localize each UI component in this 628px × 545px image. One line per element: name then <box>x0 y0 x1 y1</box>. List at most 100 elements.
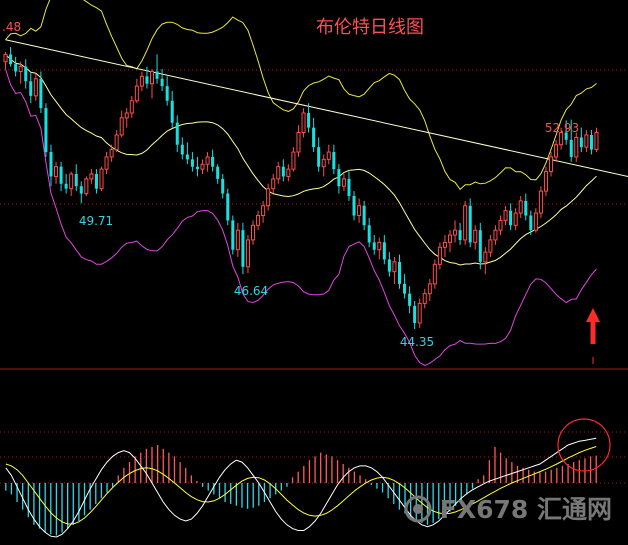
candle-body-up <box>594 132 599 151</box>
up-arrow-icon <box>586 308 600 364</box>
candle-body-down <box>337 169 341 187</box>
candle-body-down <box>79 186 83 194</box>
annotation-top-left: .48 <box>2 20 21 34</box>
candle-body-down <box>160 78 164 87</box>
candle-body-up <box>392 261 397 273</box>
candle-body-up <box>493 229 498 241</box>
macd-dea-line <box>5 446 597 525</box>
watermark-text: FX678 汇通网 <box>440 495 612 524</box>
candle-body-up <box>432 263 437 285</box>
candle-body-down <box>413 305 417 323</box>
candle-body-down <box>74 174 78 187</box>
candle-body-down <box>382 242 386 260</box>
candle-body-up <box>422 293 427 304</box>
candle-body-up <box>149 70 155 85</box>
middle-band-line <box>5 54 597 266</box>
candle-body-down <box>332 152 336 170</box>
candlestick-series <box>3 47 599 330</box>
candle-body-up <box>251 224 256 241</box>
candle-body-up <box>533 212 538 231</box>
candle-body-up <box>256 215 261 226</box>
candle-body-down <box>216 166 220 179</box>
bollinger-bands <box>5 0 628 366</box>
candle-body-down <box>29 81 33 96</box>
candle-body-up <box>442 241 447 248</box>
candle-body-down <box>170 100 174 123</box>
candle-body-up <box>427 283 432 295</box>
candle-body-up <box>99 168 104 190</box>
candle-body-down <box>211 156 215 167</box>
candle-body-up <box>417 302 422 324</box>
candle-body-up <box>139 75 144 87</box>
candle-body-down <box>185 154 189 160</box>
candle-body-down <box>231 220 235 250</box>
candle-body-up <box>559 132 564 146</box>
candle-body-up <box>291 151 296 170</box>
upper-band-line <box>5 0 597 191</box>
candle-body-down <box>221 178 225 194</box>
candle-body-down <box>387 259 391 272</box>
candle-body-up <box>200 163 205 170</box>
macd-highlight-circle <box>557 418 611 472</box>
annotation-low-49-71: 49.71 <box>79 214 113 228</box>
candle-body-up <box>33 78 38 97</box>
grid-lines <box>0 69 628 484</box>
candle-body-down <box>39 78 43 109</box>
candle-body-up <box>503 210 508 221</box>
candle-body-up <box>286 168 291 177</box>
candle-body-down <box>49 152 53 177</box>
candle-body-up <box>321 158 326 168</box>
candle-body-up <box>235 229 240 251</box>
lower-band-line <box>5 68 597 366</box>
candle-body-down <box>180 144 184 155</box>
candle-body-down <box>165 86 169 101</box>
candle-body-down <box>403 283 407 294</box>
candle-body-down <box>367 225 371 243</box>
candle-body-up <box>104 156 109 170</box>
candle-body-down <box>226 193 230 221</box>
watermark-logo-icon <box>404 495 432 523</box>
candle-body-up <box>3 53 8 63</box>
candle-body-down <box>458 230 462 240</box>
candle-body-down <box>352 195 356 216</box>
candle-body-up <box>124 112 129 119</box>
candle-body-up <box>584 134 589 148</box>
annotation-low-44-35: 44.35 <box>400 335 434 349</box>
candle-body-up <box>129 100 134 114</box>
candle-body-up <box>447 234 453 243</box>
candle-body-down <box>14 64 18 72</box>
candle-body-up <box>549 156 554 173</box>
candle-body-down <box>347 178 351 196</box>
candle-body-up <box>326 151 331 160</box>
candle-body-down <box>362 205 366 226</box>
candle-body-up <box>513 212 518 226</box>
candle-body-down <box>468 205 472 243</box>
candle-body-down <box>564 132 568 140</box>
macd-dif-line <box>5 437 597 538</box>
chart-title: 布伦特日线图 <box>316 17 424 38</box>
candle-body-down <box>241 230 245 267</box>
candle-body-down <box>569 139 573 157</box>
candle-body-up <box>276 166 281 180</box>
candle-body-up <box>271 178 276 190</box>
candle-body-down <box>509 210 513 226</box>
candle-body-down <box>281 166 285 177</box>
candle-body-up <box>119 117 124 136</box>
candle-body-up <box>554 144 559 158</box>
candle-body-up <box>488 239 493 253</box>
candle-body-down <box>155 71 159 79</box>
candle-body-down <box>317 147 321 167</box>
descending-trendline <box>5 39 628 177</box>
candle-body-up <box>134 85 139 102</box>
candle-body-up <box>54 166 59 177</box>
candle-body-up <box>377 241 382 251</box>
candle-body-up <box>341 178 346 187</box>
candle-body-up <box>498 219 503 231</box>
candle-body-up <box>574 136 579 158</box>
candle-body-up <box>518 200 523 214</box>
candle-body-up <box>266 188 271 207</box>
candle-body-down <box>372 242 376 250</box>
candle-body-down <box>589 134 593 150</box>
candle-body-up <box>483 251 488 263</box>
